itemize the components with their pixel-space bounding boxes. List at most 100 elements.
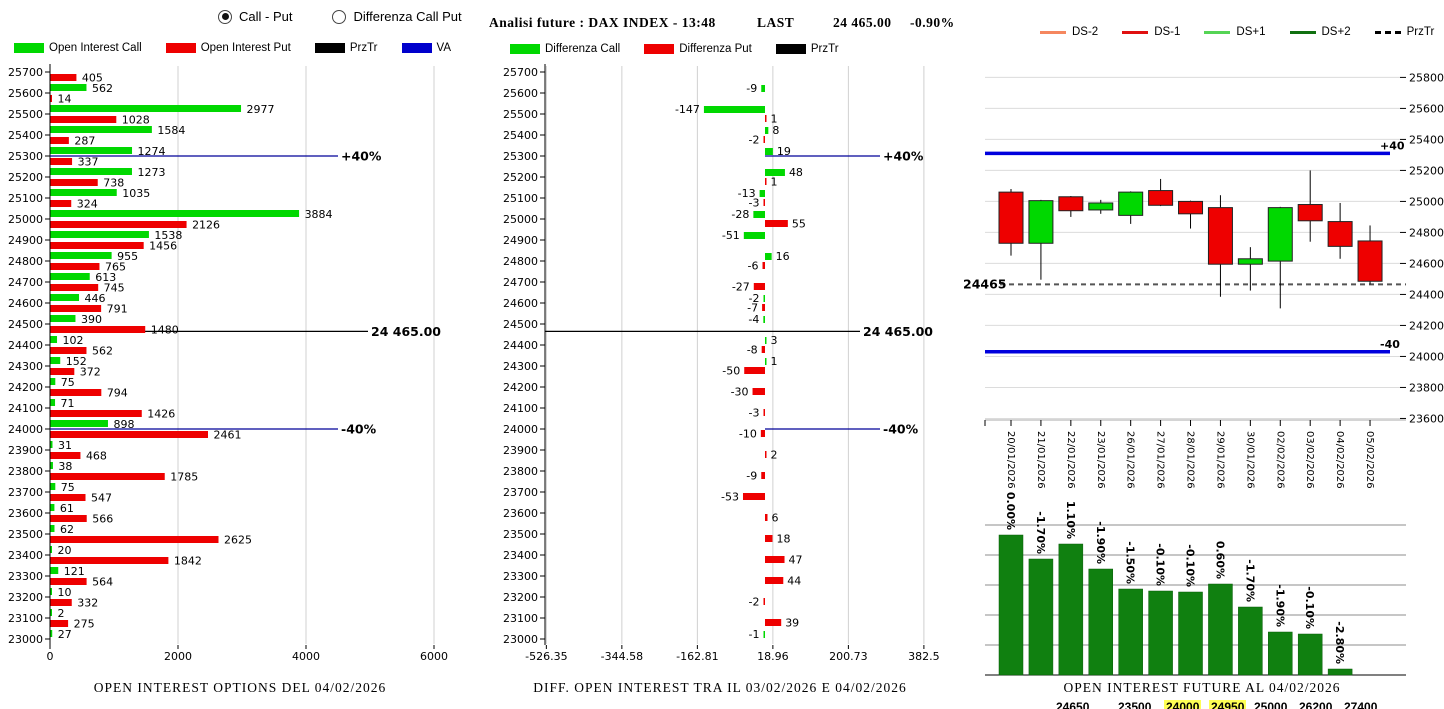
svg-text:24600: 24600 xyxy=(8,297,43,310)
legend-item-open-interest-call: Open Interest Call xyxy=(14,42,142,54)
strike-summary-value: 24650 xyxy=(1056,700,1090,709)
legend-swatch-icon xyxy=(401,43,432,53)
svg-text:-0.10%: -0.10% xyxy=(1154,543,1167,586)
legend-swatch-icon xyxy=(510,44,540,54)
svg-text:24600: 24600 xyxy=(1409,257,1444,270)
svg-text:121: 121 xyxy=(64,565,85,578)
svg-text:22/01/2026: 22/01/2026 xyxy=(1065,431,1076,489)
radio-call-put[interactable]: Call - Put xyxy=(218,9,292,24)
svg-text:547: 547 xyxy=(91,492,112,505)
future-oi-title: OPEN INTEREST FUTURE AL 04/02/2026 xyxy=(1063,680,1341,695)
last-change: -0.90% xyxy=(910,15,955,30)
svg-text:61: 61 xyxy=(60,502,74,515)
svg-text:16: 16 xyxy=(776,250,790,263)
svg-text:1426: 1426 xyxy=(147,408,175,421)
svg-text:1028: 1028 xyxy=(122,114,150,127)
legend-item-ds-1: DS-1 xyxy=(1122,26,1180,38)
svg-text:23500: 23500 xyxy=(8,528,43,541)
svg-text:24000: 24000 xyxy=(503,423,538,436)
svg-text:-28: -28 xyxy=(731,208,749,221)
future-candle-chart: 25800 25600 25400 25200 25000 24800 24600 24400… xyxy=(963,71,1444,676)
svg-text:25700: 25700 xyxy=(8,66,43,79)
strike-summary-value: 24950 xyxy=(1209,700,1247,709)
svg-text:-147: -147 xyxy=(675,103,700,116)
svg-text:1456: 1456 xyxy=(149,240,177,253)
legend-swatch-icon xyxy=(1122,30,1149,34)
svg-text:0: 0 xyxy=(47,650,54,663)
svg-text:-10: -10 xyxy=(739,428,757,441)
legend-item-differenza-put: Differenza Put xyxy=(644,43,752,55)
svg-text:02/02/2026: 02/02/2026 xyxy=(1274,431,1285,489)
svg-text:71: 71 xyxy=(61,397,75,410)
svg-text:446: 446 xyxy=(85,292,106,305)
svg-text:-40%: -40% xyxy=(883,422,919,437)
svg-text:23500: 23500 xyxy=(503,528,538,541)
svg-text:23700: 23700 xyxy=(503,486,538,499)
svg-text:23400: 23400 xyxy=(503,549,538,562)
svg-text:23200: 23200 xyxy=(8,591,43,604)
svg-text:3884: 3884 xyxy=(305,208,333,221)
legend-item-label: DS-1 xyxy=(1154,26,1181,38)
legend-swatch-icon xyxy=(1289,30,1316,34)
svg-text:-1.70%: -1.70% xyxy=(1034,511,1047,554)
svg-text:-2: -2 xyxy=(749,292,760,305)
svg-text:-1.90%: -1.90% xyxy=(1273,584,1286,627)
legend-item-label: DS+2 xyxy=(1321,26,1351,38)
svg-text:25400: 25400 xyxy=(1409,133,1444,146)
svg-text:03/02/2026: 03/02/2026 xyxy=(1304,431,1315,489)
legend-item-ds-2: DS-2 xyxy=(1040,26,1098,38)
legend-swatch-icon xyxy=(14,43,44,53)
svg-text:25200: 25200 xyxy=(503,171,538,184)
legend-swatch-icon xyxy=(165,43,196,53)
svg-text:75: 75 xyxy=(61,376,75,389)
svg-text:30/01/2026: 30/01/2026 xyxy=(1244,431,1255,489)
svg-text:23600: 23600 xyxy=(503,507,538,520)
svg-text:23800: 23800 xyxy=(1409,381,1444,394)
analisi-future-header: Analisi future : DAX INDEX - 13:48 xyxy=(489,15,716,30)
svg-text:-9: -9 xyxy=(746,82,757,95)
svg-text:24500: 24500 xyxy=(503,318,538,331)
svg-text:1842: 1842 xyxy=(174,555,202,568)
svg-text:1273: 1273 xyxy=(137,166,165,179)
radio-selected-icon xyxy=(218,9,232,24)
legend-swatch-icon xyxy=(1204,30,1231,34)
svg-text:-40: -40 xyxy=(1380,338,1400,351)
svg-text:24400: 24400 xyxy=(1409,288,1444,301)
svg-text:25400: 25400 xyxy=(503,129,538,142)
svg-text:24400: 24400 xyxy=(503,339,538,352)
svg-text:8: 8 xyxy=(772,124,779,137)
radio-differenza-label: Differenza Call Put xyxy=(353,9,462,24)
svg-text:-1.50%: -1.50% xyxy=(1124,541,1137,584)
legend-item-prztr: PrzTr xyxy=(314,42,378,54)
svg-text:25500: 25500 xyxy=(8,108,43,121)
legend-item-prztr: PrzTr xyxy=(775,43,839,55)
svg-text:-30: -30 xyxy=(731,386,749,399)
last-label: LAST xyxy=(757,15,795,30)
svg-text:-53: -53 xyxy=(721,491,739,504)
svg-text:25400: 25400 xyxy=(8,129,43,142)
radio-unselected-icon xyxy=(332,9,347,24)
svg-text:23/01/2026: 23/01/2026 xyxy=(1095,431,1106,489)
svg-text:23700: 23700 xyxy=(8,486,43,499)
svg-text:05/02/2026: 05/02/2026 xyxy=(1364,431,1375,489)
svg-text:24500: 24500 xyxy=(8,318,43,331)
svg-text:24900: 24900 xyxy=(8,234,43,247)
svg-text:1: 1 xyxy=(771,355,778,368)
svg-text:24700: 24700 xyxy=(8,276,43,289)
radio-differenza-call-put[interactable]: Differenza Call Put xyxy=(332,9,462,24)
svg-text:405: 405 xyxy=(82,72,103,85)
svg-text:955: 955 xyxy=(117,250,138,263)
svg-text:-2: -2 xyxy=(749,134,760,147)
legend-item-label: DS+1 xyxy=(1236,26,1266,38)
legend-item-ds+1: DS+1 xyxy=(1204,26,1266,38)
legend-item-label: PrzTr xyxy=(349,42,378,54)
svg-text:-2: -2 xyxy=(749,596,760,609)
svg-text:24100: 24100 xyxy=(8,402,43,415)
strike-summary-value: 25000 xyxy=(1254,700,1288,709)
svg-text:1274: 1274 xyxy=(138,145,166,158)
radio-call-put-label: Call - Put xyxy=(239,9,293,24)
svg-text:1035: 1035 xyxy=(122,187,150,200)
svg-text:23300: 23300 xyxy=(8,570,43,583)
svg-text:+40%: +40% xyxy=(883,149,924,164)
svg-text:25200: 25200 xyxy=(8,171,43,184)
